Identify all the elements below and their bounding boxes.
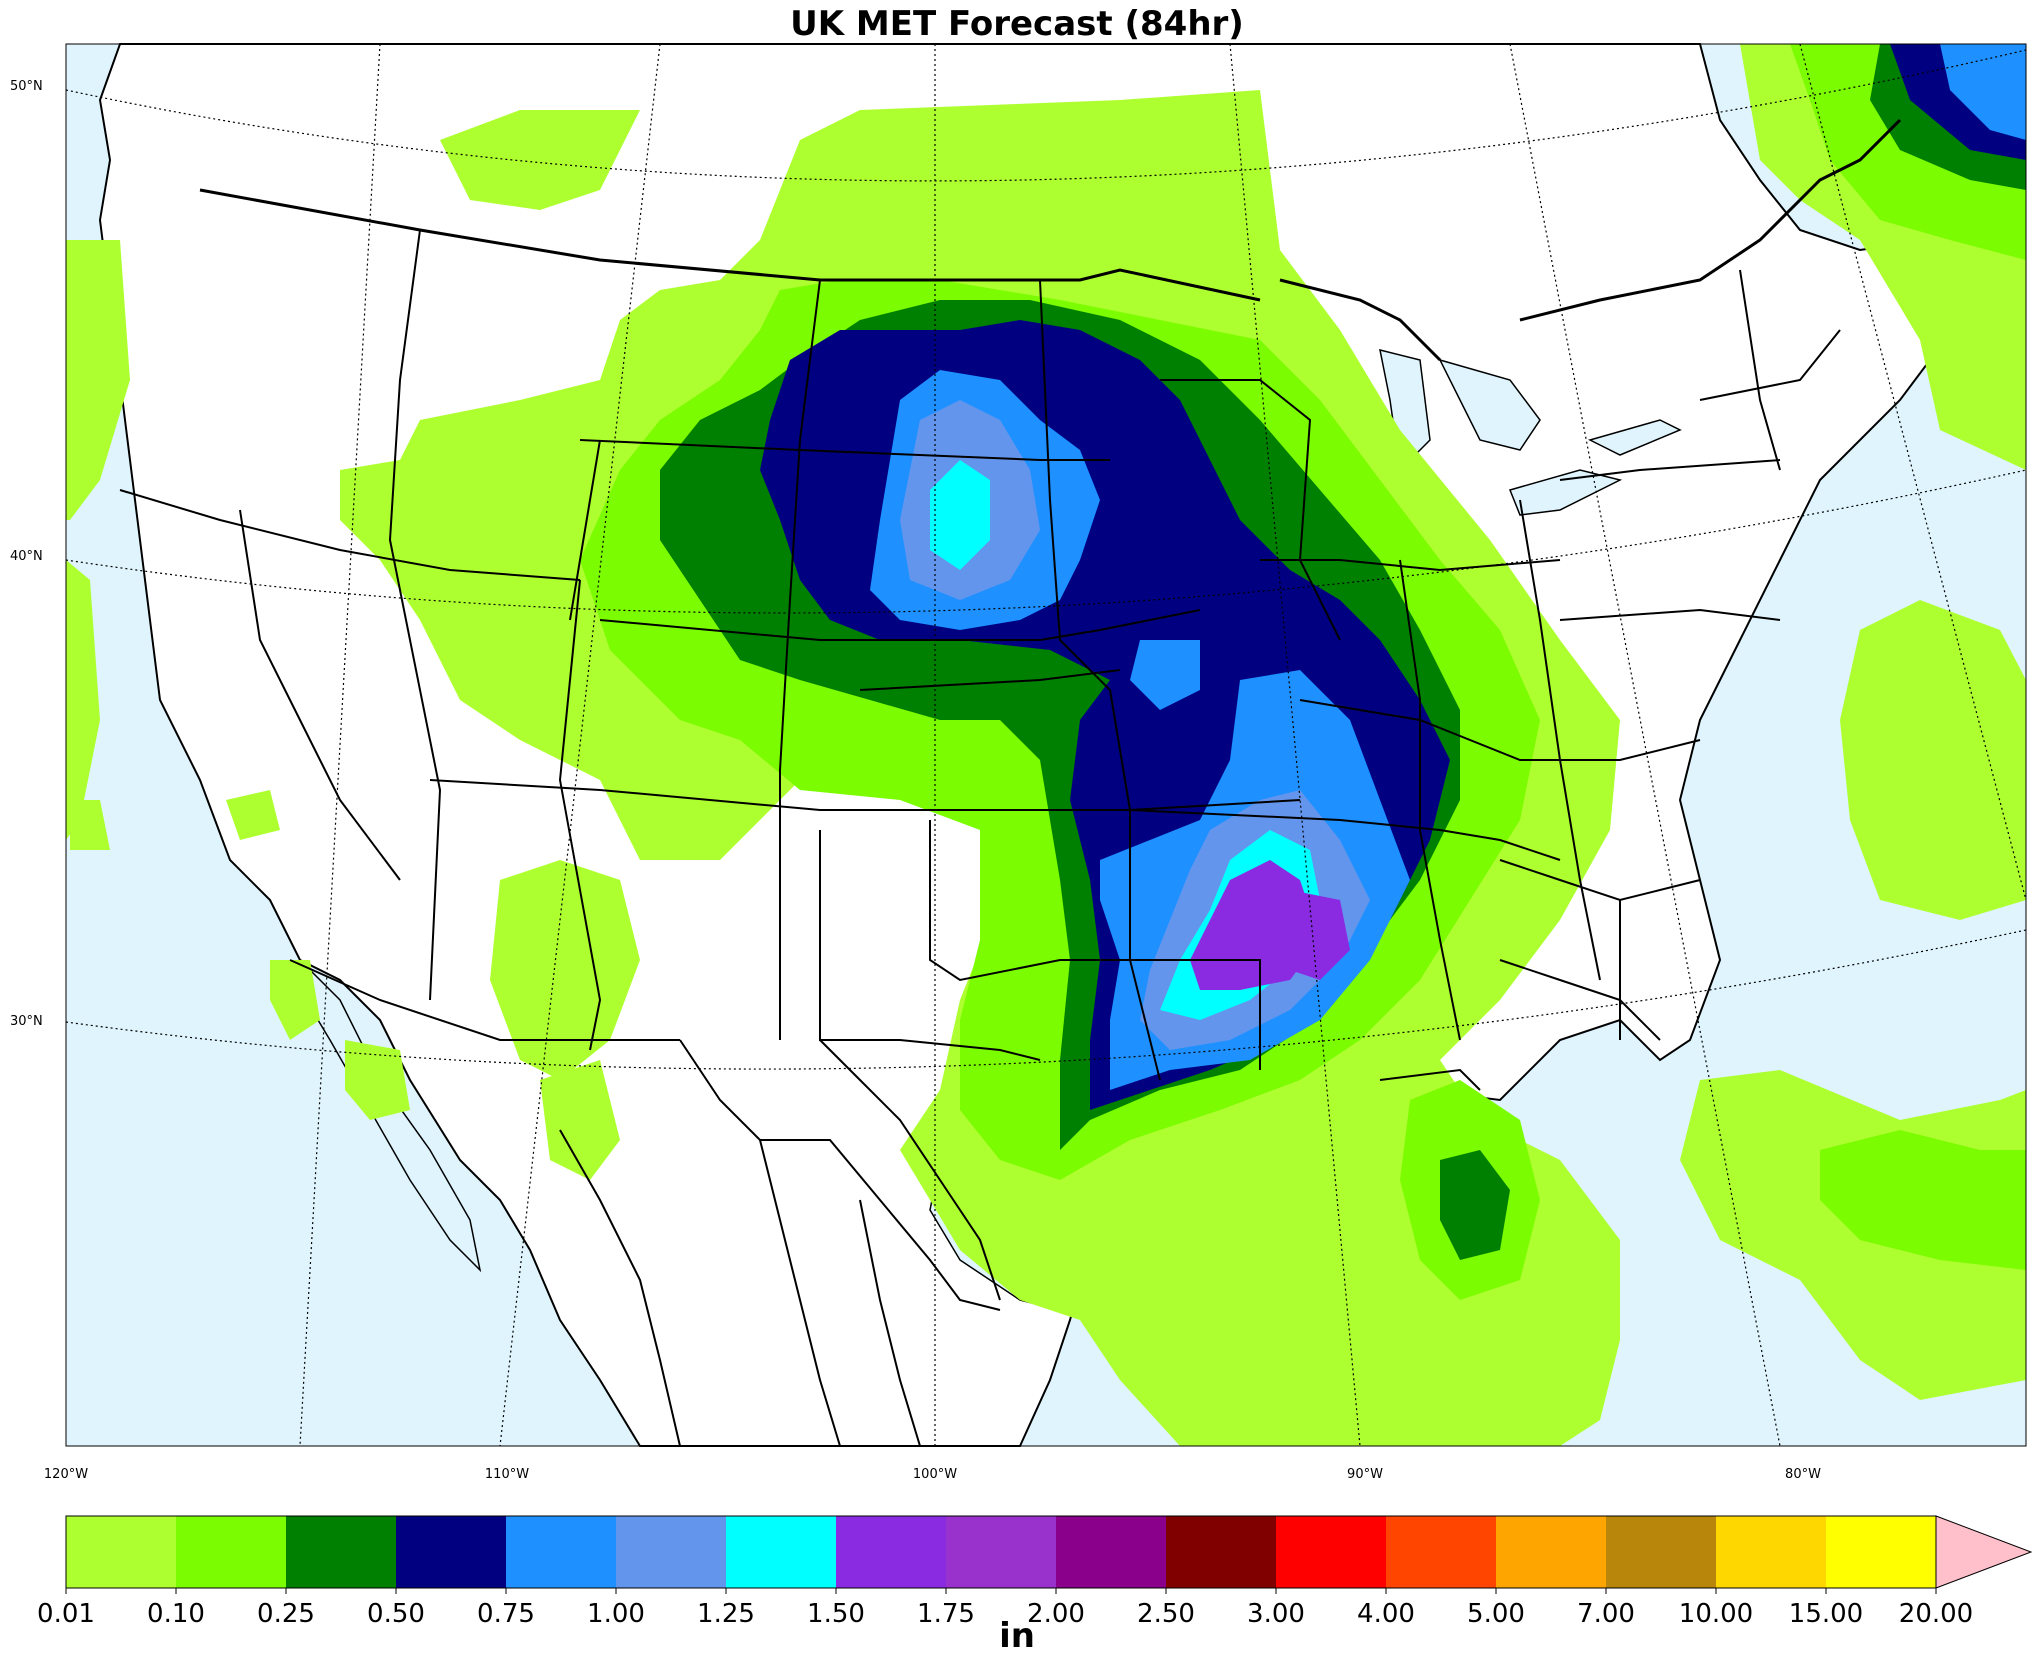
colorbar-swatch [726, 1516, 836, 1588]
colorbar-tick-label: 1.00 [587, 1599, 645, 1629]
lon-label-100: 100°W [913, 1467, 957, 1482]
lon-label-110: 110°W [485, 1467, 529, 1482]
colorbar-frame [65, 1515, 1937, 1589]
colorbar-tick-label: 3.00 [1247, 1599, 1305, 1629]
lat-label-40: 40°N [10, 549, 43, 564]
colorbar-swatch [1826, 1516, 1936, 1588]
colorbar-tick-label: 5.00 [1467, 1599, 1525, 1629]
colorbar-tick-label: 0.10 [147, 1599, 205, 1629]
colorbar-swatch [946, 1516, 1056, 1588]
lon-label-120: 120°W [44, 1467, 88, 1482]
colorbar-swatch [1276, 1516, 1386, 1588]
colorbar-tick-label: 1.25 [697, 1599, 755, 1629]
lon-label-90: 90°W [1347, 1467, 1383, 1482]
colorbar-swatch [1056, 1516, 1166, 1588]
colorbar-swatch [1716, 1516, 1826, 1588]
colorbar-swatch [1496, 1516, 1606, 1588]
colorbar-unit-label: in [999, 1616, 1035, 1656]
colorbar-swatch [396, 1516, 506, 1588]
precip-contours [66, 44, 2026, 1446]
map-frame [65, 43, 2027, 1447]
map-title: UK MET Forecast (84hr) [790, 4, 1244, 44]
colorbar-tick-label: 15.00 [1789, 1599, 1863, 1629]
colorbar-tick-label: 4.00 [1357, 1599, 1415, 1629]
colorbar-tick-label: 10.00 [1679, 1599, 1753, 1629]
lon-label-80: 80°W [1785, 1467, 1821, 1482]
colorbar-tick-label: 2.50 [1137, 1599, 1195, 1629]
colorbar-swatch [1166, 1516, 1276, 1588]
colorbar-tick-label: 1.50 [807, 1599, 865, 1629]
colorbar-swatch [836, 1516, 946, 1588]
lat-label-50: 50°N [10, 79, 43, 94]
colorbar-swatch [506, 1516, 616, 1588]
colorbar-tick-label: 0.01 [37, 1599, 95, 1629]
colorbar-extend-arrow [1935, 1515, 2033, 1589]
colorbar-tick-label: 0.25 [257, 1599, 315, 1629]
colorbar-swatch [616, 1516, 726, 1588]
colorbar-tick-label: 0.75 [477, 1599, 535, 1629]
colorbar-tick-label: 0.50 [367, 1599, 425, 1629]
graticule [65, 43, 2027, 1447]
colorbar-tick-label: 7.00 [1577, 1599, 1635, 1629]
colorbar-swatch [1386, 1516, 1496, 1588]
colorbar-swatch [286, 1516, 396, 1588]
lat-label-30: 30°N [10, 1014, 43, 1029]
colorbar-tick-label: 20.00 [1899, 1599, 1973, 1629]
colorbar-tick-label: 2.00 [1027, 1599, 1085, 1629]
colorbar-tick-label: 1.75 [917, 1599, 975, 1629]
colorbar-swatch [176, 1516, 286, 1588]
colorbar-swatch [1606, 1516, 1716, 1588]
colorbar: 0.01 0.10 0.25 0.50 0.75 1.00 1.25 1.50 1.75 2.00… [37, 1515, 2033, 1629]
colorbar-swatch [66, 1516, 176, 1588]
political-borders [119, 118, 1902, 1447]
